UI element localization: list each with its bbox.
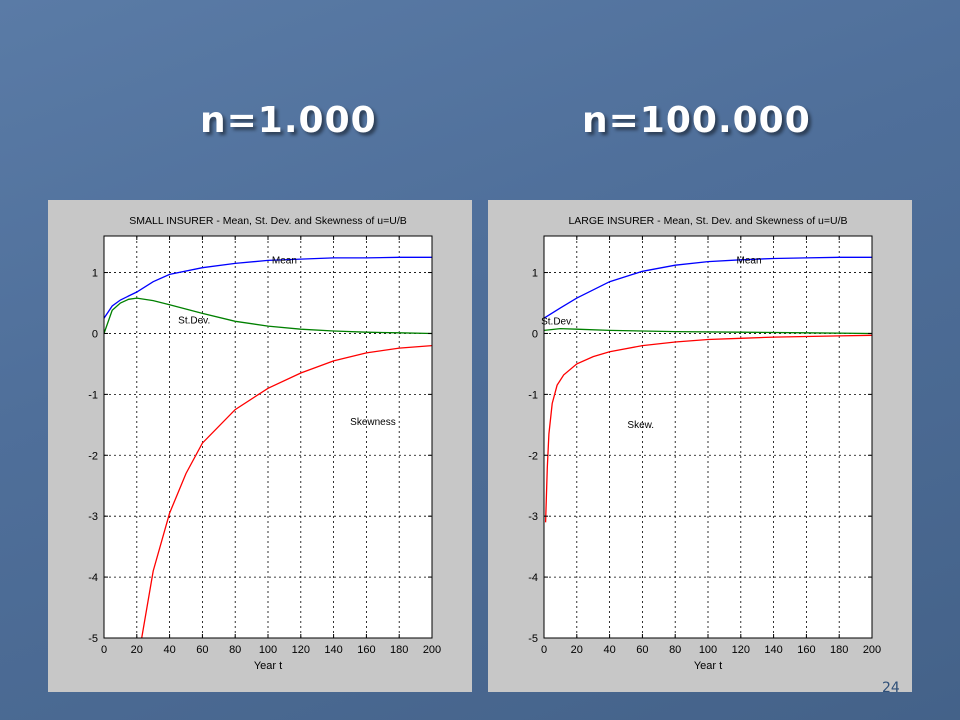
x-axis-label: Year t (694, 660, 722, 672)
y-tick-label: 1 (92, 268, 98, 280)
series-label-mean: Mean (736, 255, 761, 266)
x-tick-label: 60 (636, 644, 648, 656)
x-tick-label: 40 (163, 644, 175, 656)
x-tick-label: 80 (229, 644, 241, 656)
series-label-stdev: St.Dev. (178, 316, 210, 327)
y-tick-label: 1 (532, 268, 538, 280)
x-tick-label: 200 (863, 644, 881, 656)
x-tick-label: 0 (101, 644, 107, 656)
x-tick-label: 120 (292, 644, 310, 656)
x-tick-label: 140 (324, 644, 342, 656)
series-line-mean (104, 256, 432, 319)
chart-title: LARGE INSURER - Mean, St. Dev. and Skewn… (568, 215, 847, 227)
chart-small-insurer: Mean St.Dev. Skewness 0 20 40 60 80 100 120 140 160… (88, 215, 441, 672)
x-tick-label: 180 (830, 644, 848, 656)
series-label-stdev: St.Dev. (541, 316, 573, 327)
y-tick-label: -2 (528, 450, 538, 462)
y-tick-label: -4 (88, 572, 98, 584)
x-tick-label: 120 (732, 644, 750, 656)
chart-title: SMALL INSURER - Mean, St. Dev. and Skewn… (129, 215, 407, 227)
x-tick-label: 60 (196, 644, 208, 656)
chart-panel-small-insurer: Mean St.Dev. Skewness 0 20 40 60 80 100 120 140 160… (48, 200, 472, 692)
y-tick-label: 0 (92, 328, 98, 340)
chart-panel-large-insurer: Mean St.Dev. Skew. 0 20 40 60 80 100 120 140 160 180… (488, 200, 912, 692)
x-tick-label: 20 (131, 644, 143, 656)
series-line-mean (544, 256, 872, 319)
slide-number: 24 (882, 680, 900, 696)
x-tick-label: 140 (764, 644, 782, 656)
x-tick-label: 20 (571, 644, 583, 656)
series-label-skewness: Skew. (627, 420, 654, 431)
chart-large-insurer: Mean St.Dev. Skew. 0 20 40 60 80 100 120 140 160 180… (528, 215, 881, 672)
y-tick-label: -4 (528, 572, 538, 584)
x-tick-label: 80 (669, 644, 681, 656)
x-tick-label: 100 (699, 644, 717, 656)
series-line-stdev (104, 297, 432, 335)
series-line-skewness (141, 344, 432, 638)
x-axis-label: Year t (254, 660, 282, 672)
y-tick-label: -5 (88, 633, 98, 645)
y-tick-label: -5 (528, 633, 538, 645)
y-tick-label: -1 (528, 389, 538, 401)
y-tick-label: -3 (88, 511, 98, 523)
x-tick-label: 100 (259, 644, 277, 656)
x-tick-label: 200 (423, 644, 441, 656)
x-tick-label: 40 (603, 644, 615, 656)
heading-right: n=100.000 (582, 100, 811, 141)
y-tick-label: -2 (88, 450, 98, 462)
y-tick-label: -3 (528, 511, 538, 523)
series-line-skewness (544, 334, 872, 523)
x-tick-label: 180 (390, 644, 408, 656)
series-label-mean: Mean (272, 255, 297, 266)
x-tick-label: 160 (797, 644, 815, 656)
x-tick-label: 0 (541, 644, 547, 656)
y-tick-label: 0 (532, 328, 538, 340)
x-tick-label: 160 (357, 644, 375, 656)
heading-left: n=1.000 (200, 100, 377, 141)
series-line-stdev (544, 327, 872, 335)
y-tick-label: -1 (88, 389, 98, 401)
series-label-skewness: Skewness (350, 417, 396, 428)
